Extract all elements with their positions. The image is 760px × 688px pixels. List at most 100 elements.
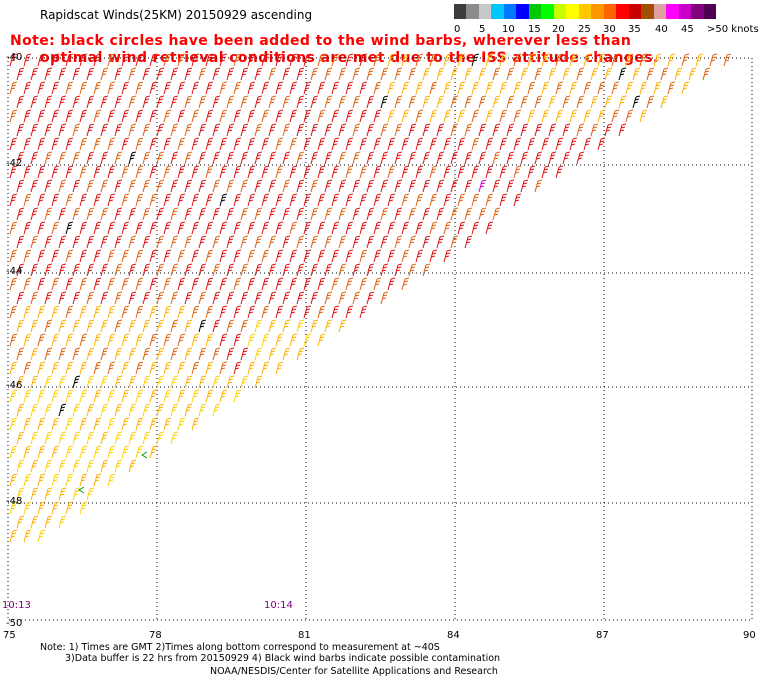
wind-barb — [30, 431, 39, 445]
wind-barb — [107, 137, 116, 151]
wind-barb — [205, 109, 214, 123]
wind-barb — [107, 361, 116, 375]
legend-label-35: 35 — [628, 24, 641, 35]
wind-barb — [380, 207, 389, 221]
legend-label-5: 5 — [479, 24, 486, 35]
wind-barb — [9, 473, 18, 487]
wind-barb — [401, 81, 410, 95]
wind-barb — [331, 53, 340, 67]
wind-barb — [65, 445, 74, 459]
legend-swatch — [641, 4, 655, 19]
wind-barb — [310, 123, 319, 137]
wind-barb — [205, 389, 214, 403]
legend-label-20: 20 — [552, 24, 565, 35]
legend-swatch — [528, 4, 542, 19]
wind-barb — [415, 193, 424, 207]
wind-barb — [79, 137, 88, 151]
wind-barb — [240, 375, 249, 389]
wind-barb — [23, 305, 32, 319]
wind-barb — [359, 193, 368, 207]
wind-barb — [121, 137, 130, 151]
wind-barb — [198, 67, 207, 81]
wind-barb — [37, 193, 46, 207]
wind-barb — [597, 137, 606, 151]
wind-barb — [149, 361, 158, 375]
wind-barb — [44, 403, 53, 417]
wind-barb — [107, 221, 116, 235]
wind-barb — [583, 109, 592, 123]
wind-barb — [282, 67, 291, 81]
wind-barb — [268, 263, 277, 277]
wind-barb — [16, 207, 25, 221]
wind-barb — [541, 165, 550, 179]
wind-barb — [163, 81, 172, 95]
wind-barb — [471, 193, 480, 207]
wind-barb — [394, 95, 403, 109]
wind-barb — [149, 249, 158, 263]
wind-barb — [352, 235, 361, 249]
wind-barb — [23, 501, 32, 515]
wind-barb — [72, 123, 81, 137]
wind-barb — [37, 81, 46, 95]
wind-barb — [198, 123, 207, 137]
wind-barb — [65, 277, 74, 291]
wind-barb — [331, 137, 340, 151]
wind-barb — [457, 81, 466, 95]
wind-barb — [9, 305, 18, 319]
wind-barb — [9, 445, 18, 459]
wind-barb — [387, 165, 396, 179]
wind-barb — [16, 403, 25, 417]
wind-barb — [65, 305, 74, 319]
wind-barb — [93, 193, 102, 207]
legend-label-15: 15 — [528, 24, 541, 35]
wind-barb — [359, 53, 368, 67]
wind-barbs — [9, 53, 732, 543]
wind-barb — [44, 235, 53, 249]
wind-barb — [72, 179, 81, 193]
wind-barb — [520, 123, 529, 137]
wind-barb — [37, 109, 46, 123]
wind-barb — [457, 221, 466, 235]
wind-barb — [156, 179, 165, 193]
wind-barb — [401, 193, 410, 207]
wind-barb — [478, 151, 487, 165]
wind-barb — [219, 193, 228, 207]
legend-swatch — [466, 4, 480, 19]
wind-barb — [338, 319, 347, 333]
wind-barb — [198, 319, 207, 333]
wind-barb — [576, 95, 585, 109]
wind-barb — [268, 235, 277, 249]
wind-barb — [247, 221, 256, 235]
wind-barb — [394, 123, 403, 137]
wind-barb — [359, 165, 368, 179]
wind-barb — [324, 179, 333, 193]
wind-barb — [135, 249, 144, 263]
wind-barb — [317, 53, 326, 67]
wind-barb — [387, 137, 396, 151]
wind-barb — [142, 431, 151, 445]
wind-barb — [198, 235, 207, 249]
wind-barb — [331, 277, 340, 291]
wind-barb — [345, 109, 354, 123]
wind-barb — [23, 221, 32, 235]
wind-barb — [646, 67, 655, 81]
wind-barb — [205, 249, 214, 263]
wind-barb — [9, 417, 18, 431]
wind-barb — [23, 81, 32, 95]
wind-barb — [177, 305, 186, 319]
wind-barb — [527, 137, 536, 151]
wind-barb — [142, 263, 151, 277]
wind-barb — [338, 263, 347, 277]
wind-barb — [44, 291, 53, 305]
wind-barb — [534, 123, 543, 137]
wind-barb — [408, 123, 417, 137]
wind-barb — [492, 123, 501, 137]
wind-barb — [107, 445, 116, 459]
wind-barb — [268, 67, 277, 81]
wind-barb — [303, 137, 312, 151]
wind-barb — [86, 347, 95, 361]
wind-barb — [303, 53, 312, 67]
wind-barb — [310, 179, 319, 193]
wind-barb — [37, 165, 46, 179]
wind-barb — [464, 235, 473, 249]
